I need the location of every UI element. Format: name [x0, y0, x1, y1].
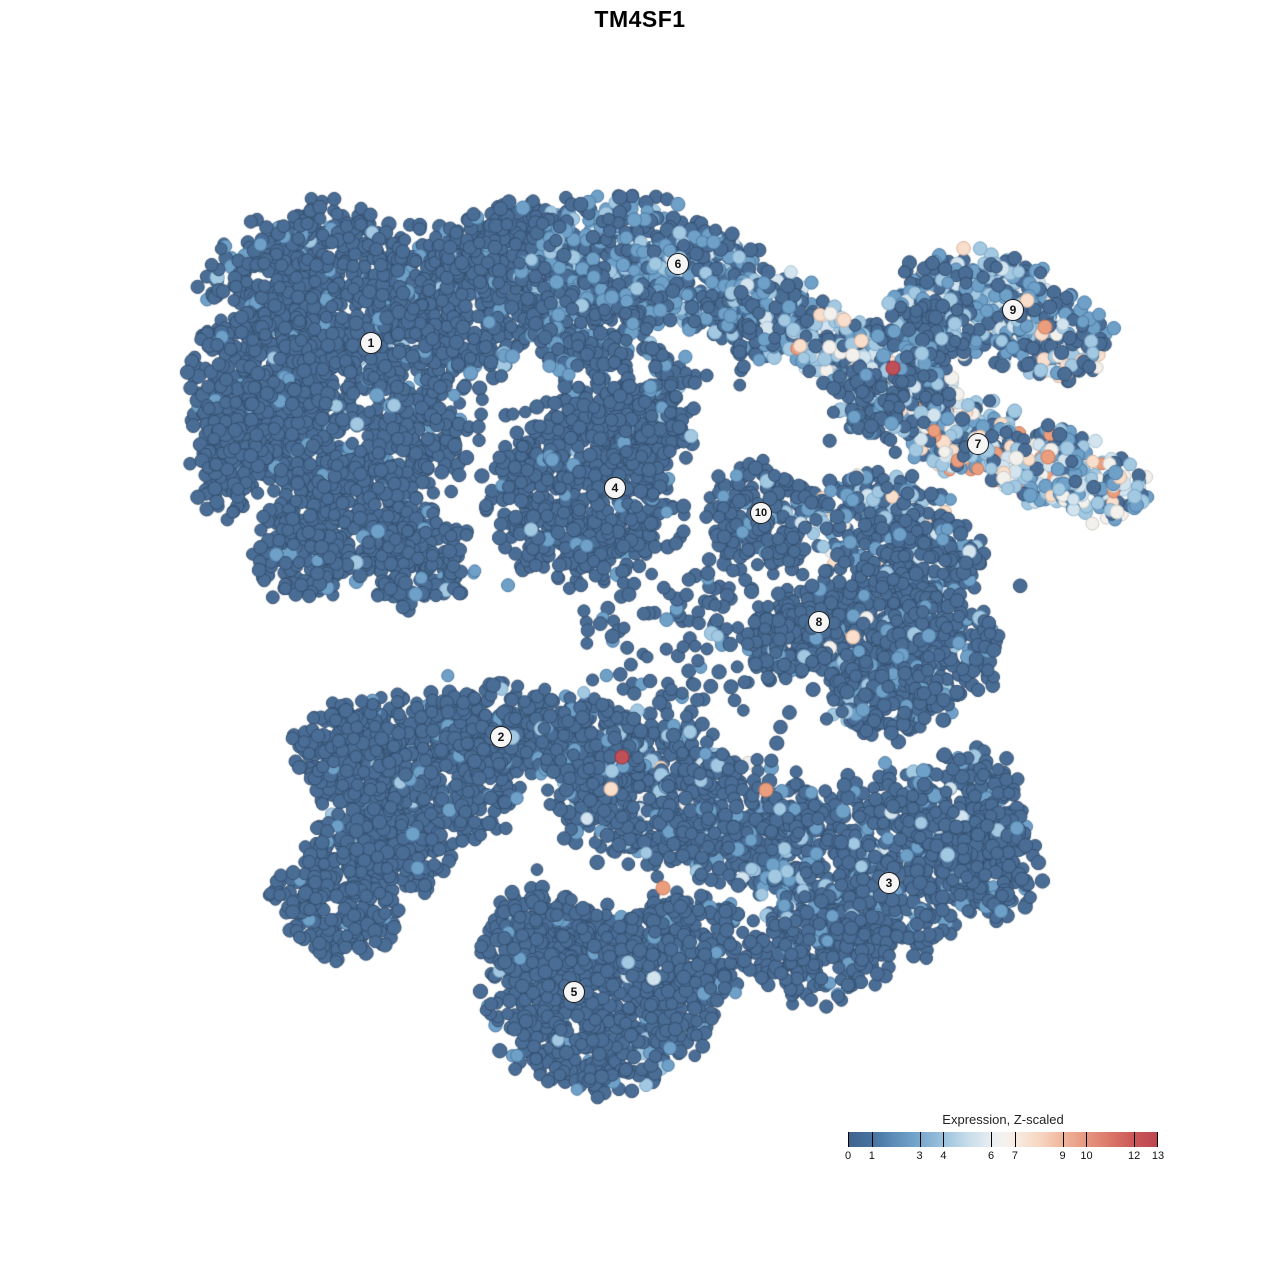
cluster-label-6: 6: [667, 253, 689, 275]
legend-tick-mark-0: [848, 1132, 849, 1147]
cluster-label-10: 10: [750, 502, 772, 524]
cluster-label-8: 8: [808, 611, 830, 633]
legend-tick-label-13: 13: [1151, 1150, 1165, 1162]
legend-tick-label-7: 7: [1011, 1150, 1018, 1162]
legend-tick-mark-7: [1014, 1132, 1016, 1147]
legend-tick-mark-12: [1134, 1132, 1136, 1147]
cluster-label-1: 1: [360, 332, 382, 354]
legend-tick-mark-1: [871, 1132, 873, 1147]
cluster-label-4: 4: [604, 477, 626, 499]
legend-tick-mark-10: [1086, 1132, 1088, 1147]
legend-tick-label-1: 1: [868, 1150, 875, 1162]
legend-tick-mark-4: [943, 1132, 945, 1147]
cluster-label-9: 9: [1002, 299, 1024, 321]
cluster-label-5: 5: [563, 981, 585, 1003]
legend-tick-label-10: 10: [1080, 1150, 1093, 1162]
legend-gradient-bar: [848, 1132, 1158, 1147]
legend-tick-label-4: 4: [940, 1150, 947, 1162]
legend-tick-label-9: 9: [1059, 1150, 1066, 1162]
legend-tick-mark-3: [919, 1132, 921, 1147]
legend-tick-mark-13: [1157, 1132, 1158, 1147]
cluster-label-2: 2: [490, 726, 512, 748]
legend-tick-label-3: 3: [916, 1150, 923, 1162]
legend-tick-label-12: 12: [1128, 1150, 1141, 1162]
chart-title: TM4SF1: [594, 6, 686, 32]
legend-tick-mark-6: [991, 1132, 993, 1147]
cluster-label-7: 7: [967, 433, 989, 455]
legend-tick-label-6: 6: [988, 1150, 995, 1162]
legend-title: Expression, Z-scaled: [942, 1112, 1064, 1127]
legend-tick-label-0: 0: [844, 1150, 852, 1162]
cluster-label-3: 3: [878, 872, 900, 894]
legend-tick-mark-9: [1062, 1132, 1064, 1147]
